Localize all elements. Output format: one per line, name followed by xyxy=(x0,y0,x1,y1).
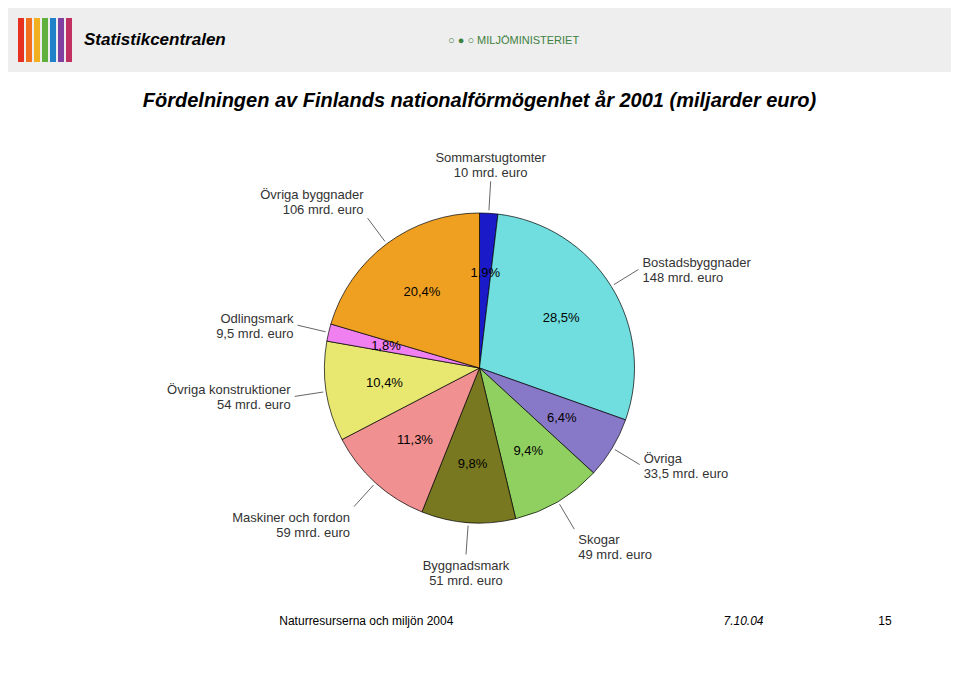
svg-text:Sommarstugtomter10 mrd. euro: Sommarstugtomter10 mrd. euro xyxy=(435,150,546,180)
svg-text:Övriga33,5 mrd. euro: Övriga33,5 mrd. euro xyxy=(644,451,729,481)
svg-text:9,4%: 9,4% xyxy=(513,443,543,458)
svg-text:Skogar49 mrd. euro: Skogar49 mrd. euro xyxy=(578,532,652,562)
html-text:15: 15 xyxy=(878,614,892,628)
html-text:7.10.04: 7.10.04 xyxy=(723,614,764,628)
svg-text:Övriga konstruktioner54 mrd. e: Övriga konstruktioner54 mrd. euro xyxy=(167,382,291,412)
svg-text:Maskiner och fordon59 mrd. eur: Maskiner och fordon59 mrd. euro xyxy=(232,510,350,540)
svg-text:9,8%: 9,8% xyxy=(458,456,488,471)
html-text:Fördelningen av Finlands natio: Fördelningen av Finlands nationalförmöge… xyxy=(142,88,817,111)
svg-text:1,9%: 1,9% xyxy=(470,265,500,280)
html-text:Statistikcentralen: Statistikcentralen xyxy=(84,30,226,49)
svg-text:11,3%: 11,3% xyxy=(397,432,433,447)
svg-text:1,8%: 1,8% xyxy=(371,338,401,353)
svg-text:28,5%: 28,5% xyxy=(543,310,580,325)
svg-text:6,4%: 6,4% xyxy=(547,410,577,425)
svg-text:Byggnadsmark51 mrd. euro: Byggnadsmark51 mrd. euro xyxy=(423,558,510,588)
svg-text:Odlingsmark9,5 mrd. euro: Odlingsmark9,5 mrd. euro xyxy=(216,311,294,341)
svg-text:Övriga byggnader106 mrd. euro: Övriga byggnader106 mrd. euro xyxy=(260,187,364,217)
svg-text:Bostadsbyggnader148 mrd. euro: Bostadsbyggnader148 mrd. euro xyxy=(642,255,751,285)
svg-text:10,4%: 10,4% xyxy=(366,375,403,390)
html-text:○ ● ○ MILJÖMINISTERIET: ○ ● ○ MILJÖMINISTERIET xyxy=(448,34,580,46)
svg-text:20,4%: 20,4% xyxy=(404,284,441,299)
html-text:Naturresurserna och miljön 200: Naturresurserna och miljön 2004 xyxy=(279,614,454,628)
